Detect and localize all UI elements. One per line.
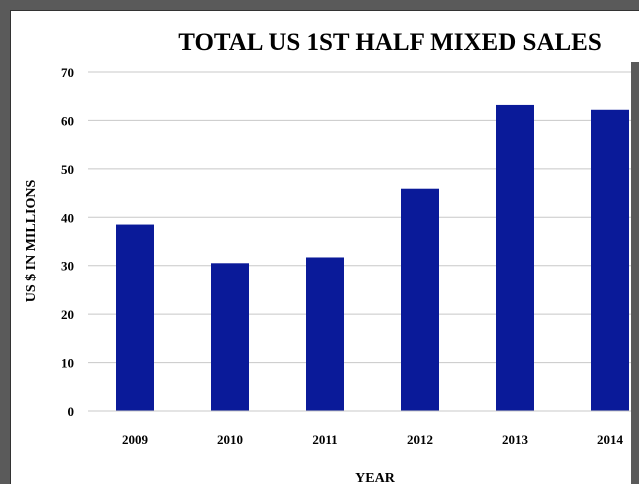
y-tick-label: 20	[61, 307, 74, 322]
bars	[116, 104, 629, 411]
bar-2013	[496, 104, 534, 411]
y-tick-label: 30	[61, 259, 74, 274]
x-axis-label: YEAR	[355, 471, 396, 484]
bar-2011	[306, 257, 344, 411]
y-tick-label: 0	[68, 404, 75, 419]
y-axis-ticks: 0 10 20 30 40 50 60 70	[61, 65, 74, 419]
y-axis-label: US $ IN MILLIONS	[24, 180, 39, 303]
x-tick-label: 2011	[312, 432, 337, 447]
y-tick-label: 50	[61, 162, 74, 177]
bar-2009	[116, 224, 154, 411]
y-tick-label: 40	[61, 210, 74, 225]
chart-title: TOTAL US 1ST HALF MIXED SALES	[178, 29, 602, 56]
x-axis-categories: 2009 2010 2011 2012 2013 2014	[122, 432, 624, 447]
bar-2014	[591, 109, 629, 411]
frame-right-edge	[631, 62, 639, 484]
x-tick-label: 2014	[597, 432, 624, 447]
x-tick-label: 2013	[502, 432, 529, 447]
gridlines	[88, 71, 631, 412]
y-tick-label: 60	[61, 113, 74, 128]
y-tick-label: 10	[61, 356, 74, 371]
x-tick-label: 2010	[217, 432, 243, 447]
bar-2012	[401, 188, 439, 411]
x-tick-label: 2009	[122, 432, 149, 447]
x-tick-label: 2012	[407, 432, 433, 447]
bar-2010	[211, 263, 249, 411]
y-tick-label: 70	[61, 65, 74, 80]
